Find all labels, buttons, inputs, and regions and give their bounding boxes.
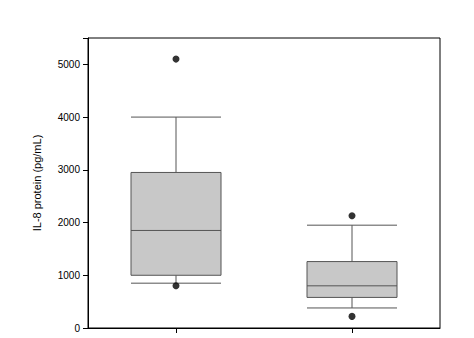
svg-text:2000: 2000 [58,217,81,228]
svg-text:5000: 5000 [58,59,81,70]
svg-text:0: 0 [74,323,80,334]
svg-text:1000: 1000 [58,270,81,281]
svg-text:4000: 4000 [58,112,81,123]
svg-text:IL-8 protein (pg/mL): IL-8 protein (pg/mL) [31,135,43,232]
svg-text:3000: 3000 [58,164,81,175]
